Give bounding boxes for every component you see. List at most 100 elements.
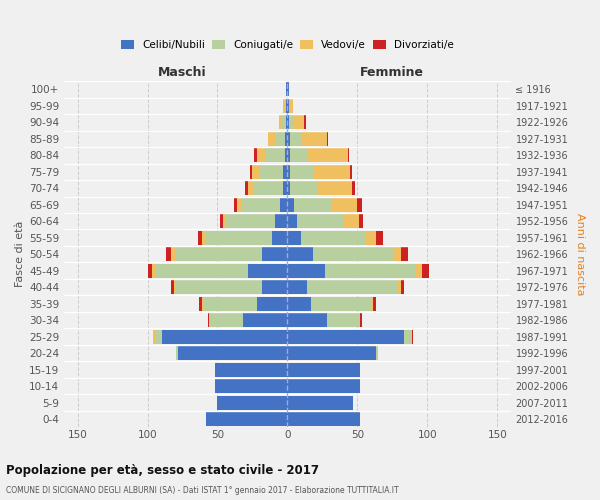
- Bar: [404, 330, 410, 344]
- Bar: [287, 99, 289, 113]
- Bar: [422, 264, 429, 278]
- Bar: [287, 132, 290, 146]
- Bar: [376, 346, 379, 360]
- Bar: [155, 264, 248, 278]
- Bar: [223, 214, 226, 228]
- Bar: [401, 247, 408, 261]
- Bar: [287, 182, 290, 196]
- Bar: [220, 214, 223, 228]
- Bar: [209, 313, 211, 327]
- Bar: [208, 313, 209, 327]
- Y-axis label: Anni di nascita: Anni di nascita: [575, 213, 585, 296]
- Bar: [215, 379, 287, 393]
- Bar: [293, 116, 304, 130]
- Bar: [394, 247, 401, 261]
- Bar: [359, 214, 363, 228]
- Bar: [254, 148, 257, 162]
- Bar: [172, 280, 174, 294]
- Bar: [318, 182, 352, 196]
- Bar: [304, 116, 305, 130]
- Bar: [155, 330, 161, 344]
- Bar: [237, 198, 241, 212]
- Bar: [301, 132, 326, 146]
- Bar: [275, 214, 287, 228]
- Bar: [287, 330, 404, 344]
- Text: COMUNE DI SICIGNANO DEGLI ALBURNI (SA) - Dati ISTAT 1° gennaio 2017 - Elaborazio: COMUNE DI SICIGNANO DEGLI ALBURNI (SA) -…: [6, 486, 398, 495]
- Y-axis label: Fasce di età: Fasce di età: [15, 221, 25, 288]
- Bar: [215, 362, 287, 376]
- Bar: [284, 148, 287, 162]
- Bar: [280, 198, 287, 212]
- Bar: [284, 132, 287, 146]
- Bar: [287, 148, 290, 162]
- Bar: [283, 182, 287, 196]
- Bar: [290, 148, 308, 162]
- Bar: [262, 280, 287, 294]
- Bar: [203, 296, 257, 310]
- Bar: [198, 230, 202, 244]
- Bar: [287, 296, 311, 310]
- Bar: [283, 165, 287, 179]
- Bar: [313, 247, 394, 261]
- Bar: [366, 230, 376, 244]
- Bar: [268, 132, 275, 146]
- Bar: [301, 230, 366, 244]
- Bar: [245, 182, 248, 196]
- Bar: [226, 214, 275, 228]
- Bar: [287, 396, 353, 409]
- Bar: [290, 99, 293, 113]
- Bar: [241, 198, 280, 212]
- Bar: [176, 247, 262, 261]
- Bar: [358, 198, 362, 212]
- Bar: [152, 264, 155, 278]
- Bar: [211, 313, 242, 327]
- Bar: [259, 165, 283, 179]
- Bar: [290, 182, 318, 196]
- Bar: [166, 247, 172, 261]
- Bar: [287, 230, 301, 244]
- Bar: [257, 148, 265, 162]
- Bar: [287, 412, 360, 426]
- Bar: [326, 313, 359, 327]
- Bar: [286, 99, 287, 113]
- Bar: [199, 296, 202, 310]
- Bar: [290, 165, 313, 179]
- Bar: [376, 230, 383, 244]
- Bar: [265, 148, 284, 162]
- Text: Femmine: Femmine: [361, 66, 424, 78]
- Text: Maschi: Maschi: [158, 66, 207, 78]
- Bar: [272, 230, 287, 244]
- Bar: [217, 396, 287, 409]
- Bar: [283, 99, 284, 113]
- Bar: [176, 280, 262, 294]
- Bar: [148, 264, 152, 278]
- Bar: [275, 132, 284, 146]
- Bar: [289, 99, 290, 113]
- Bar: [287, 82, 289, 96]
- Bar: [254, 182, 283, 196]
- Bar: [248, 264, 287, 278]
- Bar: [287, 379, 360, 393]
- Bar: [287, 346, 376, 360]
- Bar: [262, 247, 287, 261]
- Bar: [287, 247, 313, 261]
- Bar: [234, 198, 237, 212]
- Bar: [398, 280, 401, 294]
- Bar: [161, 330, 287, 344]
- Bar: [343, 214, 359, 228]
- Bar: [297, 214, 343, 228]
- Bar: [172, 247, 176, 261]
- Bar: [360, 313, 362, 327]
- Bar: [308, 148, 347, 162]
- Bar: [313, 165, 350, 179]
- Bar: [326, 132, 328, 146]
- Bar: [202, 296, 203, 310]
- Bar: [250, 165, 253, 179]
- Bar: [410, 330, 412, 344]
- Bar: [178, 346, 287, 360]
- Text: Popolazione per età, sesso e stato civile - 2017: Popolazione per età, sesso e stato civil…: [6, 464, 319, 477]
- Bar: [373, 296, 376, 310]
- Bar: [287, 362, 360, 376]
- Bar: [311, 296, 371, 310]
- Legend: Celibi/Nubili, Coniugati/e, Vedovi/e, Divorziati/e: Celibi/Nubili, Coniugati/e, Vedovi/e, Di…: [119, 38, 456, 52]
